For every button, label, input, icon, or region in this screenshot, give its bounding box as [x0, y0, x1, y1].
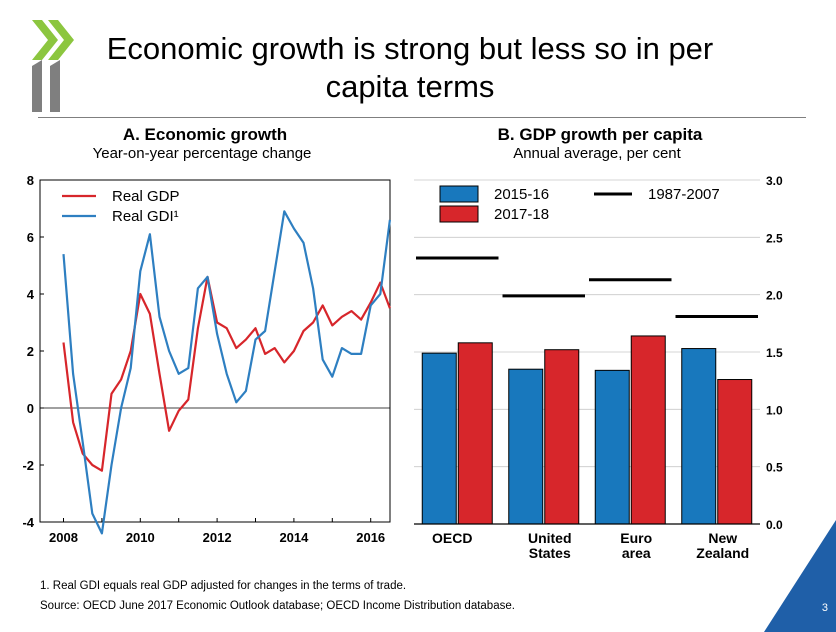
- panel-a-ytick-label: -4: [22, 515, 34, 530]
- slide-title-line-2: capita terms: [325, 69, 495, 104]
- logo-chevron-grey-right: [50, 60, 60, 112]
- panel-b-category-label: United: [528, 530, 572, 546]
- panel-b-legend-label-2: 2017-18: [494, 206, 549, 223]
- panel-b-ytick-label: 2.5: [766, 231, 783, 245]
- panel-b-title: B. GDP growth per capita: [498, 125, 703, 144]
- panel-a-xtick-label: 2014: [279, 530, 309, 545]
- panel-b-legend-swatch-2: [439, 205, 479, 223]
- logo-chevron-green-left: [32, 20, 58, 60]
- panel-a-xtick-label: 2012: [203, 530, 232, 545]
- oecd-logo: [32, 20, 74, 112]
- panel-a-xtick-label: 2008: [49, 530, 78, 545]
- panel-b-legend-swatch-1: [439, 185, 479, 203]
- source-note: Source: OECD June 2017 Economic Outlook …: [40, 600, 515, 612]
- panel-a-title: A. Economic growth: [123, 125, 287, 144]
- panel-a-series-line-1: [62, 275, 391, 472]
- panel-a-series-line-2: [62, 210, 391, 535]
- slide-title: Economic growth is strong but less so in…: [100, 30, 720, 106]
- panel-a-legend-label-1: Real GDP: [112, 188, 180, 205]
- slide-title-line-1: Economic growth is strong but less so in…: [106, 31, 714, 66]
- footnote: 1. Real GDI equals real GDP adjusted for…: [40, 580, 407, 592]
- panel-b-ytick-label: 1.0: [766, 403, 783, 417]
- panel-a-xtick-label: 2016: [356, 530, 385, 545]
- panel-b-bar-2: [630, 335, 666, 525]
- panel-a-frame: [39, 179, 391, 523]
- panel-b-subtitle: Annual average, per cent: [513, 145, 681, 162]
- panel-b-bar-1: [594, 369, 630, 525]
- title-divider: [38, 117, 806, 118]
- panel-a-ytick-label: 8: [27, 173, 34, 188]
- panel-b-bar-1: [421, 352, 457, 525]
- logo-chevron-green-right: [48, 20, 74, 60]
- page-number: 3: [821, 602, 828, 614]
- panel-b-ytick-label: 0.5: [766, 461, 783, 475]
- panel-b-category-label: area: [622, 545, 651, 561]
- panel-b-category-label: OECD: [432, 530, 472, 546]
- panel-a-legend-label-2: Real GDI¹: [112, 208, 179, 225]
- panel-b-category-label: Zealand: [696, 545, 749, 561]
- panel-b-ytick-label: 0.0: [766, 518, 783, 532]
- panel-a-ytick-label: 0: [27, 401, 34, 416]
- panel-b-bar-2: [457, 342, 493, 525]
- panel-a-ytick-label: -2: [22, 458, 34, 473]
- panel-b-ytick-label: 1.5: [766, 346, 783, 360]
- panel-a-xtick-label: 2010: [126, 530, 155, 545]
- panel-b-legend-reference-label: 1987-2007: [648, 186, 720, 203]
- corner-decoration: [764, 520, 836, 632]
- panel-b-category-label: States: [529, 545, 571, 561]
- panel-b-bar-1: [508, 368, 544, 525]
- panel-b-bar-2: [544, 349, 580, 525]
- panel-b-category-label: New: [708, 530, 737, 546]
- logo-chevron-grey-left: [32, 60, 42, 112]
- panel-a-subtitle: Year-on-year percentage change: [93, 145, 312, 162]
- panel-b-legend-label-1: 2015-16: [494, 186, 549, 203]
- panel-b-ytick-label: 2.0: [766, 289, 783, 303]
- panel-b-bar-1: [681, 348, 717, 525]
- panel-b-ytick-label: 3.0: [766, 174, 783, 188]
- panel-a-ytick-label: 6: [27, 230, 34, 245]
- panel-b-bar-2: [717, 379, 753, 525]
- panel-a-ytick-label: 4: [27, 287, 35, 302]
- panel-b-category-label: Euro: [620, 530, 652, 546]
- panel-a-ytick-label: 2: [27, 344, 34, 359]
